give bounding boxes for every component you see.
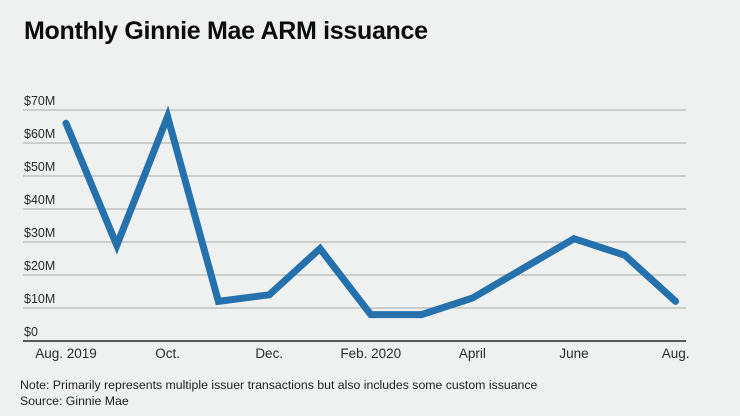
y-tick-label: $20M [24, 259, 55, 273]
x-tick-label: Feb. 2020 [340, 346, 401, 361]
y-tick-label: $50M [24, 160, 55, 174]
y-tick-label: $60M [24, 127, 55, 141]
x-tick-label: Aug. [662, 346, 690, 361]
x-tick-label: April [459, 346, 486, 361]
y-tick-label: $30M [24, 226, 55, 240]
y-tick-label: $0 [24, 325, 38, 339]
chart-source: Source: Ginnie Mae [20, 394, 129, 408]
x-tick-label: Dec. [255, 346, 283, 361]
y-tick-label: $70M [24, 94, 55, 108]
chart-title: Monthly Ginnie Mae ARM issuance [24, 17, 428, 45]
y-tick-label: $10M [24, 292, 55, 306]
y-tick-label: $40M [24, 193, 55, 207]
x-tick-label: Aug. 2019 [35, 346, 97, 361]
x-tick-label: June [559, 346, 588, 361]
issuance-line [62, 105, 680, 319]
x-tick-label: Oct. [155, 346, 180, 361]
chart-note: Note: Primarily represents multiple issu… [20, 378, 538, 392]
